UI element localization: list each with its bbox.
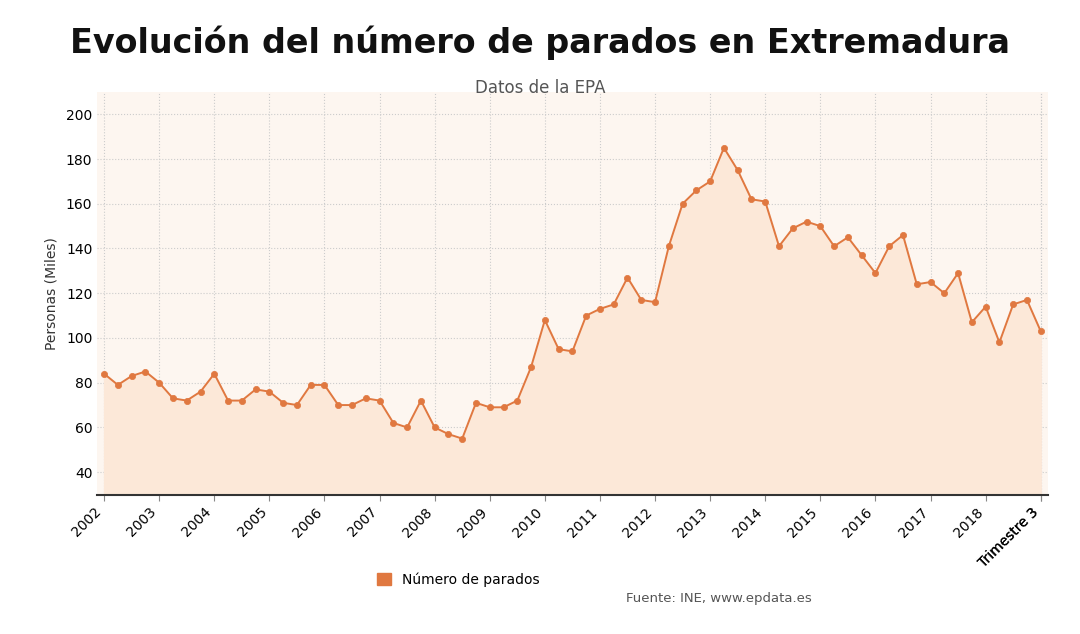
Y-axis label: Personas (Miles): Personas (Miles) xyxy=(45,236,59,350)
Text: Fuente: INE, www.epdata.es: Fuente: INE, www.epdata.es xyxy=(626,592,812,605)
Text: Evolución del número de parados en Extremadura: Evolución del número de parados en Extre… xyxy=(70,25,1010,60)
Text: Datos de la EPA: Datos de la EPA xyxy=(475,79,605,97)
Legend: Número de parados: Número de parados xyxy=(372,567,545,592)
